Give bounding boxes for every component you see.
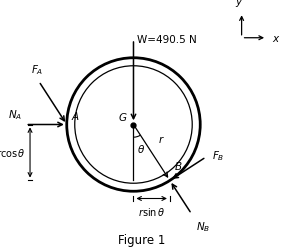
Text: $\theta$: $\theta$ [137,142,146,154]
Text: $F_A$: $F_A$ [31,63,44,76]
Text: $r$: $r$ [158,134,165,145]
Text: $y$: $y$ [235,0,244,9]
Text: Figure 1: Figure 1 [118,233,165,246]
Text: $A$: $A$ [71,110,80,122]
Text: $B$: $B$ [174,160,182,172]
Text: $F_B$: $F_B$ [212,149,224,163]
Text: $r\sin\theta$: $r\sin\theta$ [138,205,165,217]
Text: $N_B$: $N_B$ [196,220,210,233]
Text: W=490.5 N: W=490.5 N [137,35,197,45]
Text: $N_A$: $N_A$ [8,108,22,122]
Text: $x$: $x$ [272,34,280,43]
Text: $r\cos\theta$: $r\cos\theta$ [0,147,26,159]
Text: $G$: $G$ [118,110,127,122]
